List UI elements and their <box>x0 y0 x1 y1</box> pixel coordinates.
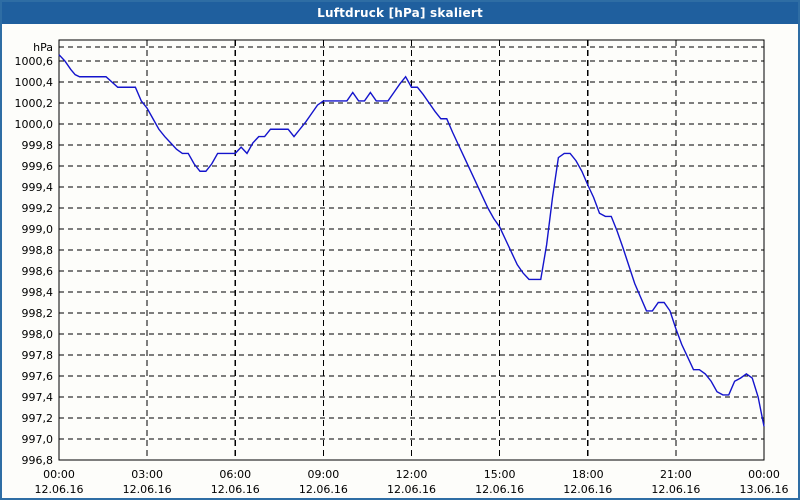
y-tick-label: 997,8 <box>22 349 54 362</box>
axis-frame <box>58 39 765 461</box>
y-tick-label: 996,8 <box>22 454 54 467</box>
y-tick-label: 999,2 <box>22 202 54 215</box>
y-tick-label: 998,8 <box>22 244 54 257</box>
x-tick-time-label: 12:00 <box>396 468 428 481</box>
x-tick-time-label: 15:00 <box>484 468 516 481</box>
x-tick-time-label: 00:00 <box>43 468 75 481</box>
y-axis-unit-label-text: hPa <box>33 41 53 54</box>
x-tick-date-label: 12.06.16 <box>563 483 612 496</box>
y-tick-label: 1000,4 <box>15 76 54 89</box>
y-axis-tick-labels: 1000,6 1000,4 1000,2 1000,0 999,8 999,6 999,4 9… <box>15 55 54 467</box>
y-tick-label: 1000,0 <box>15 118 54 131</box>
pressure-line-chart: 1000,6 1000,4 1000,2 1000,0 999,8 999,6 999,4 9… <box>15 39 789 496</box>
x-tick-time-label: 09:00 <box>308 468 340 481</box>
x-tick-date-label: 12.06.16 <box>35 483 84 496</box>
pressure-data-series <box>58 54 765 427</box>
y-tick-label: 999,0 <box>22 223 54 236</box>
x-tick-time-label: 21:00 <box>660 468 692 481</box>
y-tick-label: 997,4 <box>22 391 54 404</box>
x-tick-date-label: 12.06.16 <box>123 483 172 496</box>
x-tick-time-label: 18:00 <box>572 468 604 481</box>
y-tick-label: 999,6 <box>22 160 54 173</box>
x-tick-date-label: 12.06.16 <box>387 483 436 496</box>
x-tick-date-label: 12.06.16 <box>475 483 524 496</box>
x-tick-time-label: 06:00 <box>219 468 251 481</box>
y-tick-label: 998,0 <box>22 328 54 341</box>
window-title-bar: Luftdruck [hPa] skaliert <box>2 2 798 24</box>
x-tick-time-label: 03:00 <box>131 468 163 481</box>
y-tick-label: 998,4 <box>22 286 54 299</box>
y-tick-label: 998,2 <box>22 307 54 320</box>
x-tick-time-label: 00:00 <box>748 468 780 481</box>
y-tick-label: 999,4 <box>22 181 54 194</box>
y-axis-unit-label: hPa <box>33 41 53 54</box>
x-tick-date-label: 12.06.16 <box>651 483 700 496</box>
x-tick-date-label: 13.06.16 <box>740 483 789 496</box>
y-tick-label: 997,6 <box>22 370 54 383</box>
y-tick-label: 997,2 <box>22 412 54 425</box>
x-axis-tick-labels: 00:00 12.06.16 03:00 12.06.16 06:00 12.06.16 0… <box>35 468 789 496</box>
y-tick-label: 998,6 <box>22 265 54 278</box>
chart-plot-container: 1000,6 1000,4 1000,2 1000,0 999,8 999,6 999,4 9… <box>2 24 798 498</box>
y-tick-label: 999,8 <box>22 139 54 152</box>
y-tick-label: 1000,2 <box>15 97 54 110</box>
y-tick-label: 997,0 <box>22 433 54 446</box>
x-tick-date-label: 12.06.16 <box>299 483 348 496</box>
vertical-gridlines <box>146 40 677 460</box>
y-tick-label: 1000,6 <box>15 55 54 68</box>
x-tick-date-label: 12.06.16 <box>211 483 260 496</box>
page-title: Luftdruck [hPa] skaliert <box>317 6 483 20</box>
